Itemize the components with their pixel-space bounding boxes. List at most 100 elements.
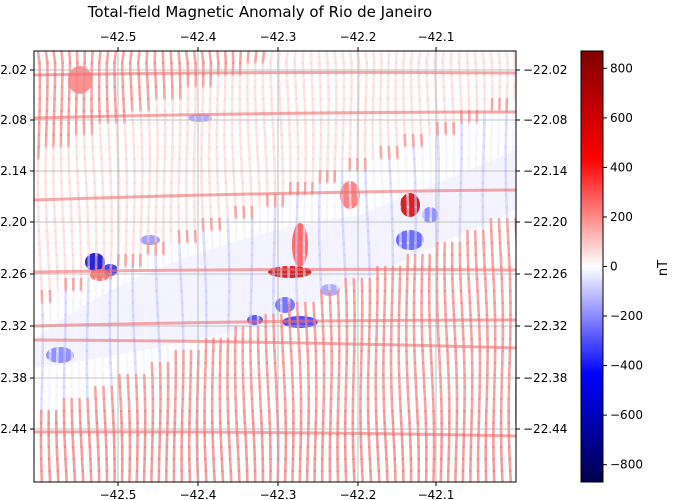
flight-line-segment (357, 205, 361, 221)
flight-line-segment (204, 457, 208, 473)
flight-line-segment (396, 169, 401, 185)
flight-line-segment (109, 361, 113, 377)
flight-line-segment (310, 73, 314, 89)
flight-line-segment (366, 217, 370, 233)
flight-line-segment (240, 169, 244, 185)
flight-line-segment (113, 97, 118, 113)
flight-line-segment (148, 313, 152, 329)
colorbar-tick-label: 400 (610, 160, 633, 174)
map-panel: −42.5 −42.4 −42.3 −42.2 −42.1 −42.5 −42.4 −42.… (0, 30, 567, 500)
flight-line-segment (216, 193, 221, 209)
flight-line-segment (155, 289, 159, 305)
flight-line-segment (293, 73, 298, 89)
flight-line-segment (414, 373, 418, 389)
flight-line-segment (473, 51, 478, 65)
flight-line-segment (122, 97, 126, 113)
flight-line-segment (200, 51, 205, 65)
flight-line-segment (37, 229, 41, 245)
flight-line-segment (243, 409, 247, 425)
flight-line-segment (46, 241, 50, 257)
flight-line-segment (224, 181, 228, 197)
flight-line-segment (373, 205, 378, 221)
flight-line-segment (129, 85, 134, 101)
flight-line-segment (343, 253, 347, 269)
flight-line-segment (425, 51, 430, 65)
colorbar-tick-label: 800 (610, 61, 633, 75)
flight-line-segment (250, 397, 254, 413)
flight-line-segment (341, 229, 346, 245)
flight-line-segment (458, 73, 462, 89)
lon-tick-label-top: −42.5 (100, 30, 137, 44)
flight-line-segment (302, 73, 306, 89)
flight-line-segment (123, 121, 127, 137)
flight-line-segment (163, 277, 167, 293)
flight-line-segment (235, 433, 240, 449)
tie-line (34, 318, 516, 328)
flight-line-segment (233, 193, 237, 209)
flight-line-segment (62, 229, 66, 245)
flight-line-segment (421, 349, 425, 365)
flight-line-segment (130, 97, 134, 113)
flight-line-segment (115, 133, 119, 149)
flight-line-segment (208, 51, 213, 65)
flight-line-segment (374, 217, 378, 233)
flight-line-segment (94, 397, 98, 413)
flight-line-segment (467, 277, 471, 293)
lat-tick-label-left: −22.20 (0, 215, 27, 229)
flight-line-segment (317, 51, 321, 65)
flight-line-segment (508, 469, 513, 482)
flight-line-segment (294, 85, 298, 101)
flight-line-segment (54, 229, 58, 245)
flight-line-segment (211, 241, 215, 257)
flight-line-segment (377, 469, 381, 482)
flight-line-segment (142, 361, 146, 377)
flight-line-segment (209, 217, 214, 233)
flight-line-segment (72, 457, 76, 473)
flight-line-segment (263, 121, 267, 137)
flight-line-segment (100, 169, 105, 185)
flight-line-segment (36, 51, 41, 65)
flight-line-segment (402, 51, 406, 65)
flight-line-segment (145, 51, 149, 65)
flight-line-segment (407, 409, 411, 425)
flight-line-segment (349, 217, 353, 233)
flight-line-segment (272, 145, 276, 161)
flight-line-segment (372, 181, 376, 197)
lon-tick-label-bottom: −42.4 (180, 488, 217, 500)
lon-tick-label-top: −42.1 (418, 30, 455, 44)
flight-line-segment (512, 51, 516, 65)
flight-line-segment (77, 193, 81, 209)
colorbar-ticks: 800 600 400 200 0 −200 −400 −600 −800 (603, 61, 643, 472)
flight-line-segment (437, 349, 442, 365)
flight-line-segment (44, 51, 49, 65)
flight-line-segment (513, 193, 516, 209)
flight-line-segment (372, 51, 376, 65)
flight-line-segment (302, 85, 306, 101)
flight-line-segment (290, 361, 294, 377)
flight-line-segment (475, 277, 479, 293)
flight-line-segment (285, 73, 289, 89)
flight-line-segment (476, 301, 481, 317)
flight-line-segment (137, 73, 141, 89)
flight-line-segment (427, 121, 431, 137)
lat-tick-label-right: −22.14 (523, 164, 567, 178)
flight-line-segment (64, 457, 68, 473)
flight-line-segment (91, 157, 96, 173)
flight-line-segment (402, 121, 406, 137)
flight-line-segment (257, 373, 262, 389)
flight-line-segment (438, 361, 442, 377)
flight-line-segment (225, 193, 229, 209)
flight-line-segment (414, 385, 418, 401)
flight-line-segment (454, 349, 458, 365)
flight-line-segment (499, 253, 503, 269)
flight-line-segment (407, 397, 411, 413)
flight-line-segment (388, 157, 392, 173)
flight-line-segment (385, 457, 389, 473)
flight-line-segment (519, 471, 520, 483)
flight-line-segment (118, 373, 122, 389)
flight-line-segment (443, 97, 447, 113)
flight-line-segment (71, 445, 76, 461)
flight-line-segment (251, 409, 255, 425)
flight-line-segment (242, 397, 246, 413)
flight-line-segment (179, 277, 183, 293)
